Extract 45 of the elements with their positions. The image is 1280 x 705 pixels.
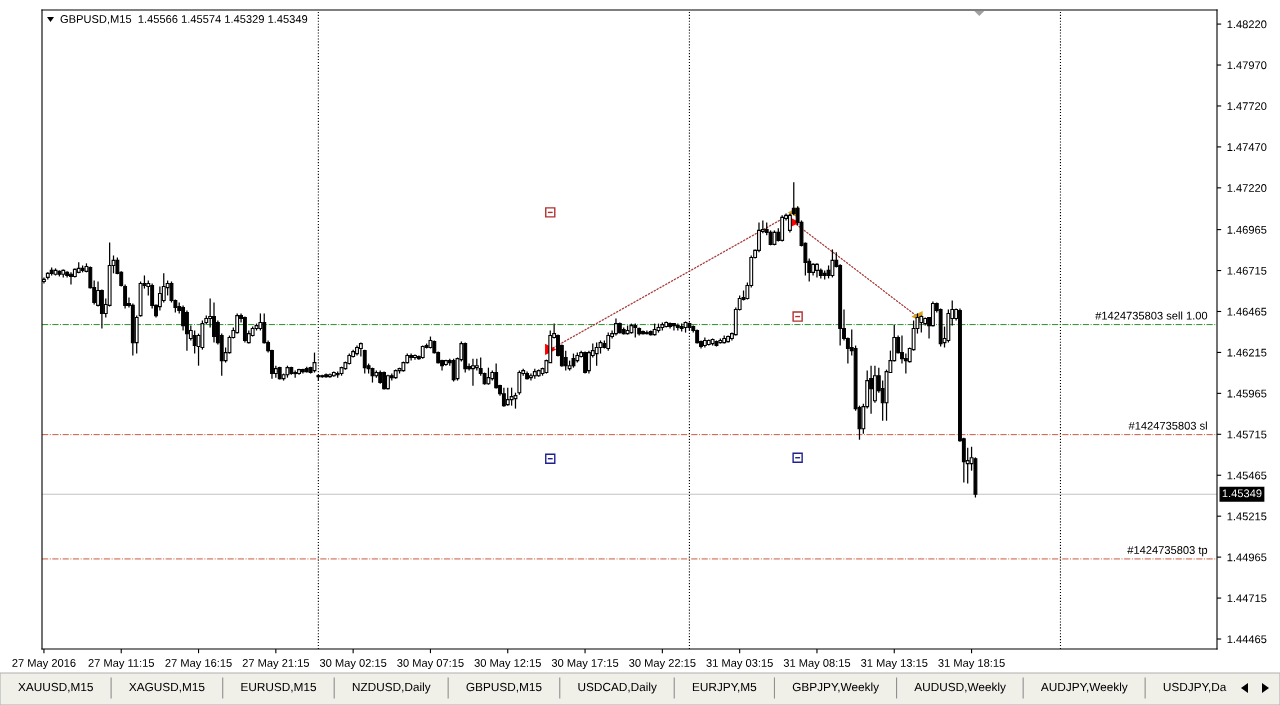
- x-tick-label: 27 May 11:15: [88, 659, 155, 670]
- y-tick-label: 1.44965: [1227, 553, 1267, 562]
- text: EURUSD,M15: [241, 682, 317, 693]
- x-tick-label: 31 May 03:15: [706, 659, 773, 670]
- text: EURJPY,M5: [692, 682, 757, 693]
- y-tick-label: 1.46465: [1227, 307, 1267, 316]
- text: AUDUSD,Weekly: [914, 682, 1006, 694]
- y-tick-label: 1.46715: [1227, 266, 1267, 275]
- y-tick-label: 1.47970: [1227, 61, 1267, 70]
- y-tick-label: 1.45215: [1227, 512, 1267, 521]
- ref-line-label: #1424735803 tp: [1127, 546, 1208, 557]
- x-tick-label: 30 May 17:15: [551, 659, 619, 670]
- text: USDCAD,Daily: [578, 682, 657, 694]
- text: GBPUSD,M15: [466, 682, 542, 693]
- x-tick-label: 30 May 22:15: [629, 659, 696, 670]
- x-tick-label: 30 May 07:15: [397, 659, 464, 670]
- x-tick-label: 27 May 16:15: [165, 659, 232, 670]
- ref-line-label: 1.45349: [1222, 489, 1262, 498]
- text: XAGUSD,M15: [129, 682, 205, 693]
- y-tick-label: 1.45715: [1227, 430, 1267, 439]
- text: GBPJPY,Weekly: [792, 682, 880, 694]
- y-tick-label: 1.44715: [1227, 594, 1267, 603]
- y-tick-label: 1.46215: [1227, 348, 1267, 357]
- y-tick-label: 1.47220: [1227, 184, 1267, 192]
- x-tick-label: 27 May 2016: [12, 659, 76, 670]
- y-tick-label: 1.47720: [1227, 102, 1267, 111]
- text: NZDUSD,Daily: [352, 682, 431, 694]
- y-tick-label: 1.47470: [1227, 143, 1267, 152]
- x-tick-label: 31 May 18:15: [938, 659, 1005, 670]
- x-tick-label: 27 May 21:15: [242, 659, 310, 670]
- text: USDJPY,Da: [1163, 682, 1227, 693]
- ref-line-label: #1424735803 sell 1.00: [1095, 311, 1208, 320]
- y-tick-label: 1.48220: [1227, 20, 1267, 29]
- chart-title: GBPUSD,M15 1.45566 1.45574 1.45329 1.45349: [60, 15, 308, 25]
- y-tick-label: 1.46965: [1227, 225, 1267, 234]
- x-tick-label: 30 May 12:15: [474, 659, 541, 670]
- ref-line-label: #1424735803 sl: [1128, 421, 1207, 430]
- x-tick-label: 30 May 02:15: [319, 659, 387, 670]
- x-tick-label: 31 May 13:15: [861, 659, 928, 670]
- text: XAUUSD,M15: [18, 682, 93, 693]
- x-tick-label: 31 May 08:15: [783, 659, 851, 670]
- y-tick-label: 1.45965: [1227, 389, 1267, 398]
- y-tick-label: 1.45465: [1227, 471, 1267, 480]
- text: AUDJPY,Weekly: [1040, 682, 1128, 694]
- y-tick-label: 1.44465: [1227, 635, 1267, 644]
